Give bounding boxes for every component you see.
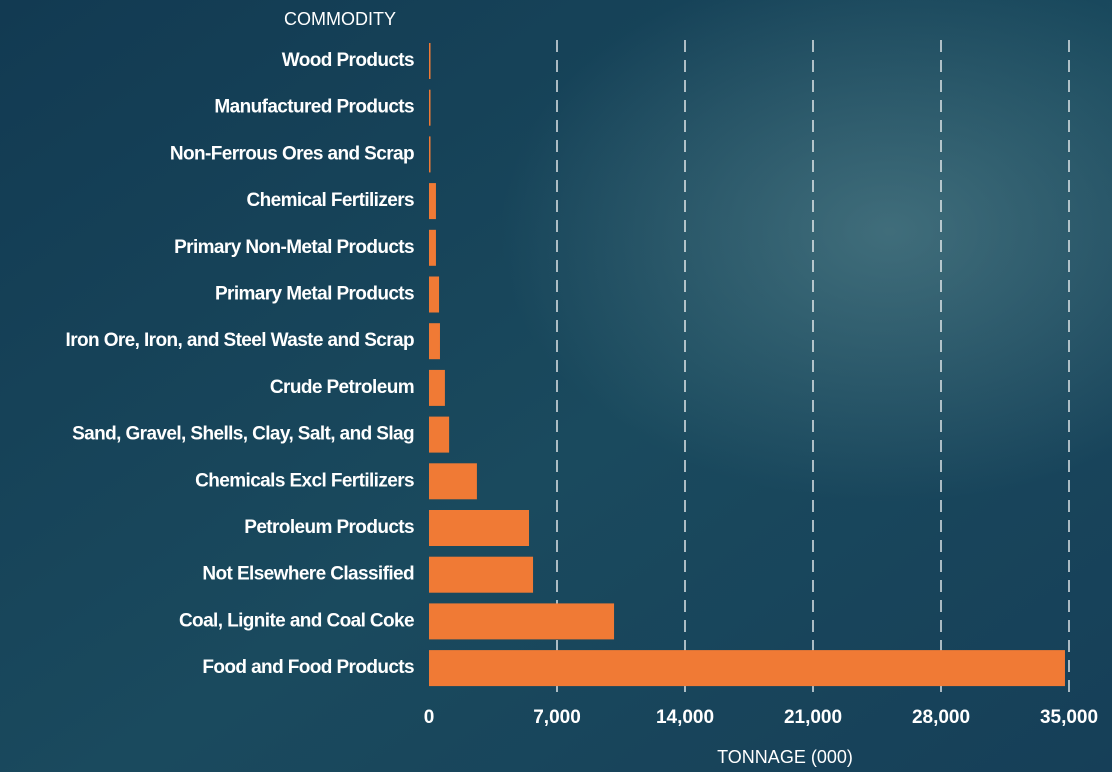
bar xyxy=(429,556,534,593)
x-tick-label: 7,000 xyxy=(533,707,581,728)
bar xyxy=(429,603,615,640)
bar xyxy=(429,323,440,360)
bar xyxy=(429,369,445,406)
y-tick-label: Manufactured Products xyxy=(214,97,414,118)
bar xyxy=(429,416,450,453)
y-tick-label: Wood Products xyxy=(282,50,414,71)
y-tick-label: Primary Non-Metal Products xyxy=(174,237,414,258)
y-tick-label: Non-Ferrous Ores and Scrap xyxy=(170,143,414,164)
y-axis-title: COMMODITY xyxy=(284,9,396,29)
y-tick-label: Chemical Fertilizers xyxy=(246,190,414,211)
y-tick-label: Not Elsewhere Classified xyxy=(202,564,414,585)
y-tick-label: Iron Ore, Iron, and Steel Waste and Scra… xyxy=(66,330,414,351)
y-tick-label: Coal, Lignite and Coal Coke xyxy=(179,610,414,631)
bar xyxy=(429,183,436,220)
y-tick-label: Crude Petroleum xyxy=(270,377,414,398)
x-tick-label: 21,000 xyxy=(784,707,842,728)
y-tick-label: Sand, Gravel, Shells, Clay, Salt, and Sl… xyxy=(72,424,414,445)
bar xyxy=(429,650,1065,687)
bar xyxy=(429,43,431,79)
x-tick-label: 28,000 xyxy=(912,707,970,728)
y-tick-label: Chemicals Excl Fertilizers xyxy=(195,470,414,491)
y-tick-label: Petroleum Products xyxy=(244,517,414,538)
bar xyxy=(429,276,440,313)
bar xyxy=(429,89,431,126)
y-tick-label: Food and Food Products xyxy=(202,657,414,678)
x-tick-label: 0 xyxy=(424,707,435,728)
x-axis-title: TONNAGE (000) xyxy=(717,747,853,767)
x-tick-label: 14,000 xyxy=(656,707,714,728)
x-tick-label: 35,000 xyxy=(1040,707,1098,728)
bar xyxy=(429,463,477,500)
bar xyxy=(429,136,431,173)
bar xyxy=(429,229,436,266)
y-tick-label: Primary Metal Products xyxy=(215,284,414,305)
bar xyxy=(429,510,530,546)
